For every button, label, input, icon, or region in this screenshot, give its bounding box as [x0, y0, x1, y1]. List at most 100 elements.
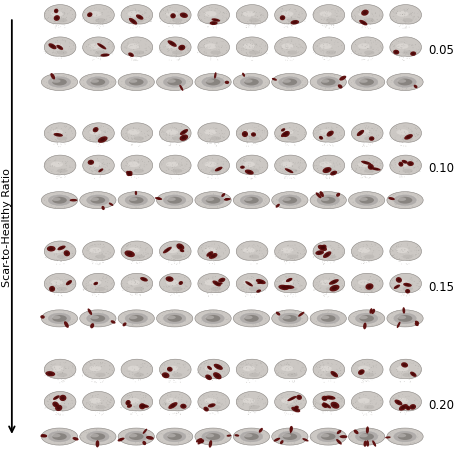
Point: [299, 78, 306, 85]
Point: [356, 394, 364, 402]
Point: [166, 393, 174, 400]
Point: [71, 430, 78, 437]
Point: [373, 159, 381, 167]
Point: [56, 379, 64, 387]
Point: [51, 204, 59, 212]
Point: [239, 136, 246, 143]
Point: [53, 284, 60, 292]
Point: [298, 165, 306, 172]
Point: [399, 291, 406, 298]
Point: [135, 19, 142, 26]
Point: [284, 391, 292, 398]
Point: [45, 75, 52, 82]
Point: [132, 7, 139, 15]
Point: [300, 82, 308, 89]
Point: [219, 75, 227, 82]
Point: [220, 168, 228, 176]
Ellipse shape: [204, 366, 217, 371]
Point: [85, 399, 92, 407]
Point: [193, 81, 201, 88]
Point: [353, 9, 361, 16]
Point: [199, 45, 206, 52]
Point: [303, 198, 310, 205]
Point: [144, 370, 151, 377]
Point: [122, 283, 130, 291]
Point: [176, 72, 183, 80]
Point: [92, 133, 100, 140]
Point: [91, 47, 99, 55]
Point: [239, 437, 247, 445]
Point: [357, 190, 365, 197]
Point: [165, 245, 173, 252]
Point: [198, 314, 206, 321]
Point: [321, 291, 329, 298]
Point: [136, 51, 143, 58]
Point: [55, 406, 62, 413]
Point: [196, 280, 203, 287]
Ellipse shape: [402, 373, 413, 377]
Ellipse shape: [302, 438, 309, 441]
Ellipse shape: [170, 14, 176, 20]
Point: [46, 163, 54, 171]
Point: [46, 243, 54, 250]
Point: [278, 37, 285, 45]
Point: [54, 40, 62, 47]
Point: [351, 165, 359, 172]
Point: [69, 397, 77, 404]
Point: [64, 12, 71, 19]
Point: [62, 159, 69, 166]
Point: [313, 202, 320, 209]
Point: [219, 364, 227, 372]
Point: [372, 200, 380, 207]
Point: [290, 323, 298, 330]
Point: [242, 131, 249, 139]
Point: [398, 132, 405, 139]
Point: [277, 19, 284, 26]
Point: [328, 128, 336, 135]
Point: [281, 175, 288, 182]
Ellipse shape: [398, 162, 403, 167]
Point: [165, 143, 173, 150]
Ellipse shape: [91, 315, 105, 322]
Point: [288, 393, 295, 400]
Point: [293, 369, 301, 377]
Point: [411, 372, 419, 379]
Ellipse shape: [57, 169, 67, 173]
Point: [107, 11, 115, 18]
Point: [42, 313, 50, 321]
Point: [312, 401, 319, 408]
Ellipse shape: [290, 397, 294, 400]
Point: [388, 194, 395, 202]
Point: [128, 157, 135, 164]
Point: [128, 160, 136, 167]
Point: [181, 363, 189, 370]
Point: [297, 160, 304, 167]
Point: [287, 391, 295, 399]
Point: [164, 40, 172, 48]
Point: [98, 124, 105, 131]
Point: [68, 243, 76, 251]
Point: [51, 133, 58, 141]
Point: [129, 409, 137, 416]
Point: [313, 285, 321, 293]
Point: [361, 87, 368, 94]
Point: [277, 14, 284, 21]
Point: [355, 366, 363, 374]
Point: [334, 201, 341, 208]
Point: [223, 48, 230, 55]
Point: [175, 54, 182, 61]
Point: [323, 244, 331, 251]
Point: [96, 41, 104, 48]
Point: [60, 9, 68, 16]
Point: [240, 439, 247, 446]
Point: [255, 165, 262, 172]
Point: [348, 365, 356, 372]
Point: [263, 51, 271, 58]
Point: [356, 391, 364, 398]
Point: [214, 371, 221, 379]
Point: [92, 241, 100, 248]
Point: [175, 126, 183, 134]
Ellipse shape: [51, 280, 63, 286]
Point: [180, 50, 187, 57]
Point: [247, 273, 255, 280]
